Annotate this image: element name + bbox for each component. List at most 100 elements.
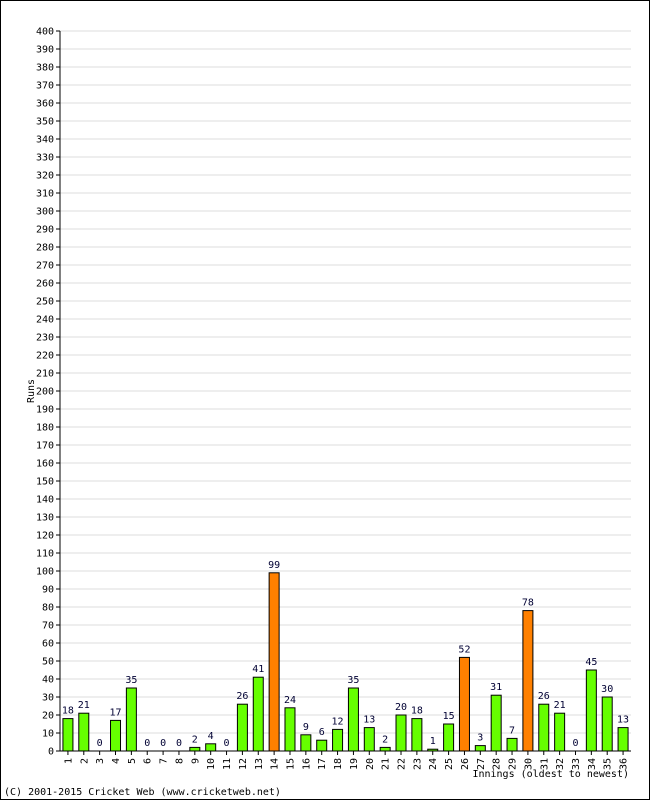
bar-value-label: 21: [554, 700, 566, 711]
y-tick-label: 330: [36, 153, 54, 164]
y-tick-label: 190: [36, 405, 54, 416]
x-tick-label: 16: [301, 758, 312, 770]
y-tick-label: 400: [36, 27, 54, 38]
bar-value-label: 13: [617, 715, 629, 726]
bar: [252, 676, 264, 752]
x-tick-label: 6: [143, 758, 154, 764]
bar: [554, 712, 566, 752]
bar-value-label: 12: [332, 716, 344, 727]
y-tick-label: 160: [36, 459, 54, 470]
bar: [506, 737, 518, 752]
bar: [458, 656, 470, 752]
bar-value-label: 17: [109, 707, 121, 718]
x-tick-label: 36: [619, 758, 630, 770]
copyright-text: (C) 2001-2015 Cricket Web (www.cricketwe…: [4, 787, 281, 798]
bar: [110, 719, 122, 752]
y-tick-label: 180: [36, 423, 54, 434]
y-axis-ticks: 0 10 20 30 40 50 60 70 80 90 100 110 120 130 140 150 160…: [36, 27, 60, 758]
x-tick-label: 11: [222, 758, 233, 770]
y-tick-label: 150: [36, 477, 54, 488]
y-tick-label: 10: [42, 729, 54, 740]
bar-value-label: 24: [284, 695, 296, 706]
x-tick-label: 25: [444, 758, 455, 770]
x-tick-label: 2: [79, 758, 90, 764]
bar: [443, 723, 455, 752]
x-tick-label: 34: [587, 758, 598, 770]
y-tick-label: 120: [36, 531, 54, 542]
bar-value-label: 45: [585, 657, 597, 668]
bar: [585, 669, 597, 752]
bar-value-label: 18: [62, 706, 74, 717]
y-tick-label: 170: [36, 441, 54, 452]
bar: [284, 707, 296, 752]
x-tick-label: 1: [63, 758, 74, 764]
bar-value-label: 3: [477, 733, 483, 744]
bar-value-label: 13: [363, 715, 375, 726]
y-tick-label: 70: [42, 621, 54, 632]
bar-value-label: 52: [458, 644, 470, 655]
bar-value-label: 0: [97, 738, 103, 749]
bar: [300, 734, 312, 752]
bar: [236, 703, 248, 752]
bar-value-label: 0: [160, 738, 166, 749]
bar: [411, 718, 423, 752]
bar-value-label: 31: [490, 682, 502, 693]
x-tick-label: 29: [508, 758, 519, 770]
x-tick-label: 12: [238, 758, 249, 770]
x-tick-label: 33: [571, 758, 582, 770]
bar-value-label: 15: [443, 711, 455, 722]
bar: [522, 610, 534, 752]
bar-value-label: 26: [236, 691, 248, 702]
y-tick-label: 290: [36, 225, 54, 236]
y-tick-label: 250: [36, 297, 54, 308]
x-tick-label: 3: [95, 758, 106, 764]
y-tick-label: 320: [36, 171, 54, 182]
x-tick-label: 20: [365, 758, 376, 770]
x-tick-label: 8: [174, 758, 185, 764]
y-tick-label: 300: [36, 207, 54, 218]
y-tick-label: 40: [42, 675, 54, 686]
bar-value-label: 2: [382, 734, 388, 745]
x-tick-label: 22: [397, 758, 408, 770]
y-tick-label: 390: [36, 45, 54, 56]
x-tick-label: 9: [190, 758, 201, 764]
bar-value-label: 0: [176, 738, 182, 749]
x-tick-label: 24: [428, 758, 439, 770]
x-tick-label: 32: [555, 758, 566, 770]
bar-value-label: 0: [224, 738, 230, 749]
bar-value-label: 2: [192, 734, 198, 745]
bar-value-label: 1: [430, 736, 436, 747]
y-tick-label: 240: [36, 315, 54, 326]
y-tick-label: 340: [36, 135, 54, 146]
y-tick-label: 200: [36, 387, 54, 398]
y-tick-label: 350: [36, 117, 54, 128]
x-tick-label: 10: [206, 758, 217, 770]
bar: [601, 696, 613, 752]
y-tick-label: 100: [36, 567, 54, 578]
x-tick-label: 35: [603, 758, 614, 770]
bars: [62, 572, 629, 752]
x-tick-label: 27: [476, 758, 487, 770]
bar: [332, 728, 344, 752]
bar: [363, 727, 375, 752]
y-tick-label: 80: [42, 603, 54, 614]
bar-value-label: 99: [268, 560, 280, 571]
bar: [268, 572, 280, 752]
bar-value-label: 4: [208, 731, 214, 742]
bar: [316, 739, 328, 752]
y-tick-label: 230: [36, 333, 54, 344]
x-tick-label: 7: [159, 758, 170, 764]
bar-value-label: 6: [319, 727, 325, 738]
y-tick-label: 60: [42, 639, 54, 650]
bar: [538, 703, 550, 752]
y-tick-label: 50: [42, 657, 54, 668]
x-tick-label: 4: [111, 758, 122, 764]
x-tick-label: 28: [492, 758, 503, 770]
x-tick-label: 31: [539, 758, 550, 770]
bar-value-label: 35: [125, 675, 137, 686]
bar-value-label: 41: [252, 664, 264, 675]
y-tick-label: 90: [42, 585, 54, 596]
bar-value-label: 20: [395, 702, 407, 713]
